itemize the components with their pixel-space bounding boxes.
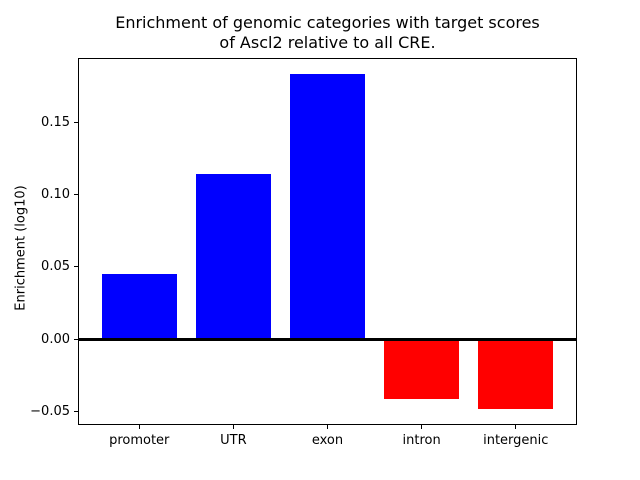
bar-intergenic	[478, 339, 554, 409]
y-tick-label: 0.15	[41, 114, 70, 130]
y-tick-label: 0.00	[41, 331, 70, 347]
bar-exon	[289, 74, 366, 340]
bar-intron	[383, 339, 460, 399]
x-tick-mark	[138, 425, 140, 429]
x-tick-label-intron: intron	[402, 433, 441, 448]
chart-title-line1: Enrichment of genomic categories with ta…	[115, 13, 540, 32]
y-tick-mark	[74, 266, 78, 268]
x-tick-label-promoter: promoter	[109, 433, 170, 448]
bar-promoter	[101, 274, 177, 340]
y-tick-mark	[74, 193, 78, 195]
y-axis-label: Enrichment (log10)	[13, 185, 29, 311]
y-tick-mark	[74, 121, 78, 123]
chart-title-line2: of Ascl2 relative to all CRE.	[219, 33, 436, 52]
x-tick-mark	[327, 425, 328, 429]
y-tick-mark	[74, 338, 78, 340]
y-tick-label: 0.10	[41, 186, 70, 202]
bar-UTR	[195, 174, 272, 340]
y-tick-label: 0.05	[41, 259, 70, 275]
x-tick-label-UTR: UTR	[220, 433, 247, 448]
x-tick-label-intergenic: intergenic	[483, 433, 549, 448]
y-tick-label: −0.05	[30, 404, 70, 420]
x-tick-mark	[232, 425, 234, 429]
chart-title: Enrichment of genomic categories with ta…	[78, 13, 577, 53]
plot-area	[78, 58, 577, 425]
y-tick-mark	[74, 411, 78, 413]
x-tick-label-exon: exon	[311, 433, 344, 448]
x-tick-mark	[421, 425, 423, 429]
x-tick-mark	[515, 425, 517, 429]
zero-line	[79, 337, 576, 341]
